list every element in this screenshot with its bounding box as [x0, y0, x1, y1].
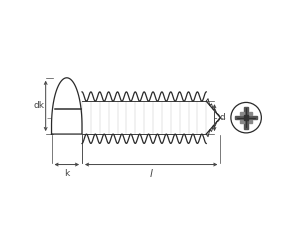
- Text: dk: dk: [33, 102, 44, 110]
- Bar: [248, 112, 252, 115]
- Text: l: l: [150, 169, 153, 179]
- Polygon shape: [244, 115, 248, 120]
- Polygon shape: [82, 101, 206, 134]
- Text: k: k: [64, 169, 69, 178]
- Bar: [240, 112, 244, 115]
- Bar: [248, 120, 252, 123]
- Circle shape: [231, 102, 261, 133]
- Polygon shape: [52, 78, 82, 134]
- Polygon shape: [235, 116, 257, 119]
- Polygon shape: [206, 101, 220, 134]
- Text: d: d: [219, 113, 225, 122]
- Polygon shape: [244, 107, 248, 129]
- Bar: [240, 120, 244, 123]
